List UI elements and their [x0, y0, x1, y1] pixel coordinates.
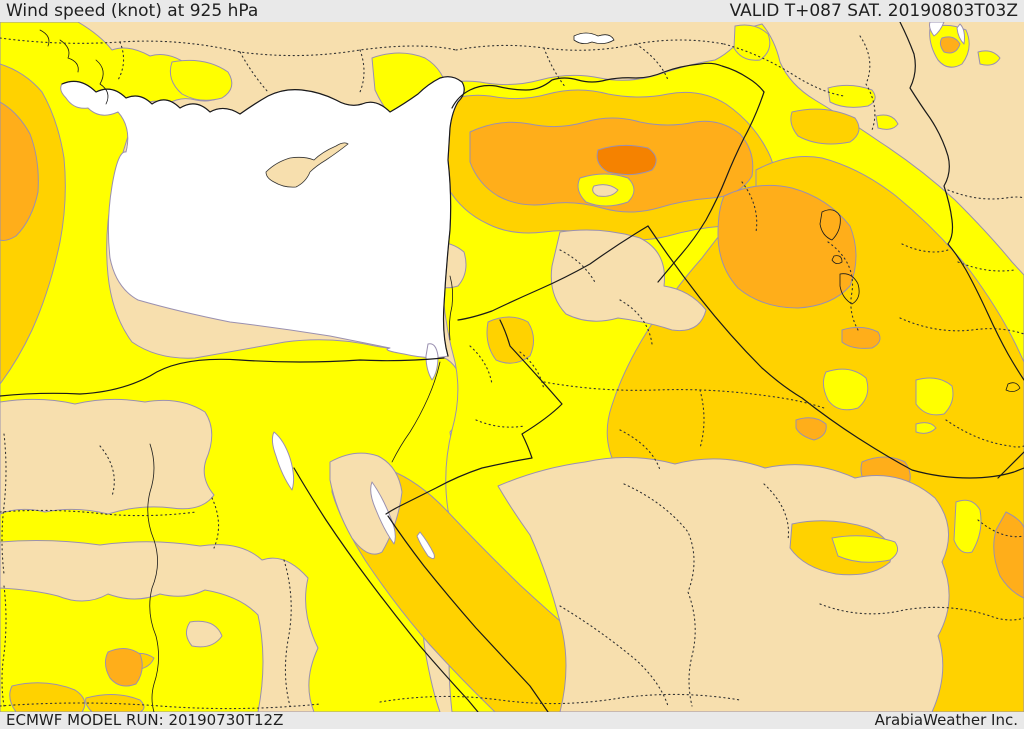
model-run-label: ECMWF MODEL RUN: 20190730T12Z — [6, 711, 284, 729]
gulf-of-aqaba — [370, 481, 396, 545]
header-bar: Wind speed (knot) at 925 hPa VALID T+087… — [0, 0, 1024, 22]
max-wind-core — [596, 144, 657, 176]
syria-iraq-border — [657, 91, 765, 283]
dead-sea — [425, 343, 439, 381]
nile-delta-region — [0, 398, 215, 515]
israel-egypt-border — [391, 361, 441, 463]
egypt-coastline — [0, 357, 445, 397]
aegean-coast-detail — [39, 29, 109, 105]
jordan-river-border — [448, 275, 454, 341]
syria-jordan-border — [457, 225, 649, 321]
turkey-syria-border — [451, 62, 765, 109]
wind-speed-map — [0, 22, 1024, 712]
saudi-interior-region — [497, 457, 950, 712]
red-sea-east-coast — [387, 515, 549, 712]
cyprus-island — [265, 142, 349, 188]
iraq-lakes-outline — [819, 209, 1021, 392]
admin-boundary-layer — [0, 35, 1024, 710]
valid-time-label: VALID T+087 SAT. 20190803T03Z — [729, 0, 1018, 21]
nile-river — [147, 443, 159, 712]
gulf-of-suez — [271, 431, 295, 491]
iraq-saudi-border — [647, 225, 1024, 479]
lake-reservoir — [573, 32, 615, 44]
jordan-saudi-border — [385, 319, 563, 515]
orange-band-layer — [0, 101, 1024, 687]
mediterranean-coastline — [61, 76, 465, 357]
iran-border — [899, 22, 1024, 381]
page-title: Wind speed (knot) at 925 hPa — [6, 0, 259, 21]
country-border-layer — [0, 22, 1024, 712]
footer-bar: ECMWF MODEL RUN: 20190730T12Z ArabiaWeat… — [0, 712, 1024, 729]
red-sea-west-coast — [293, 467, 479, 712]
brand-label: ArabiaWeather Inc. — [874, 711, 1018, 729]
